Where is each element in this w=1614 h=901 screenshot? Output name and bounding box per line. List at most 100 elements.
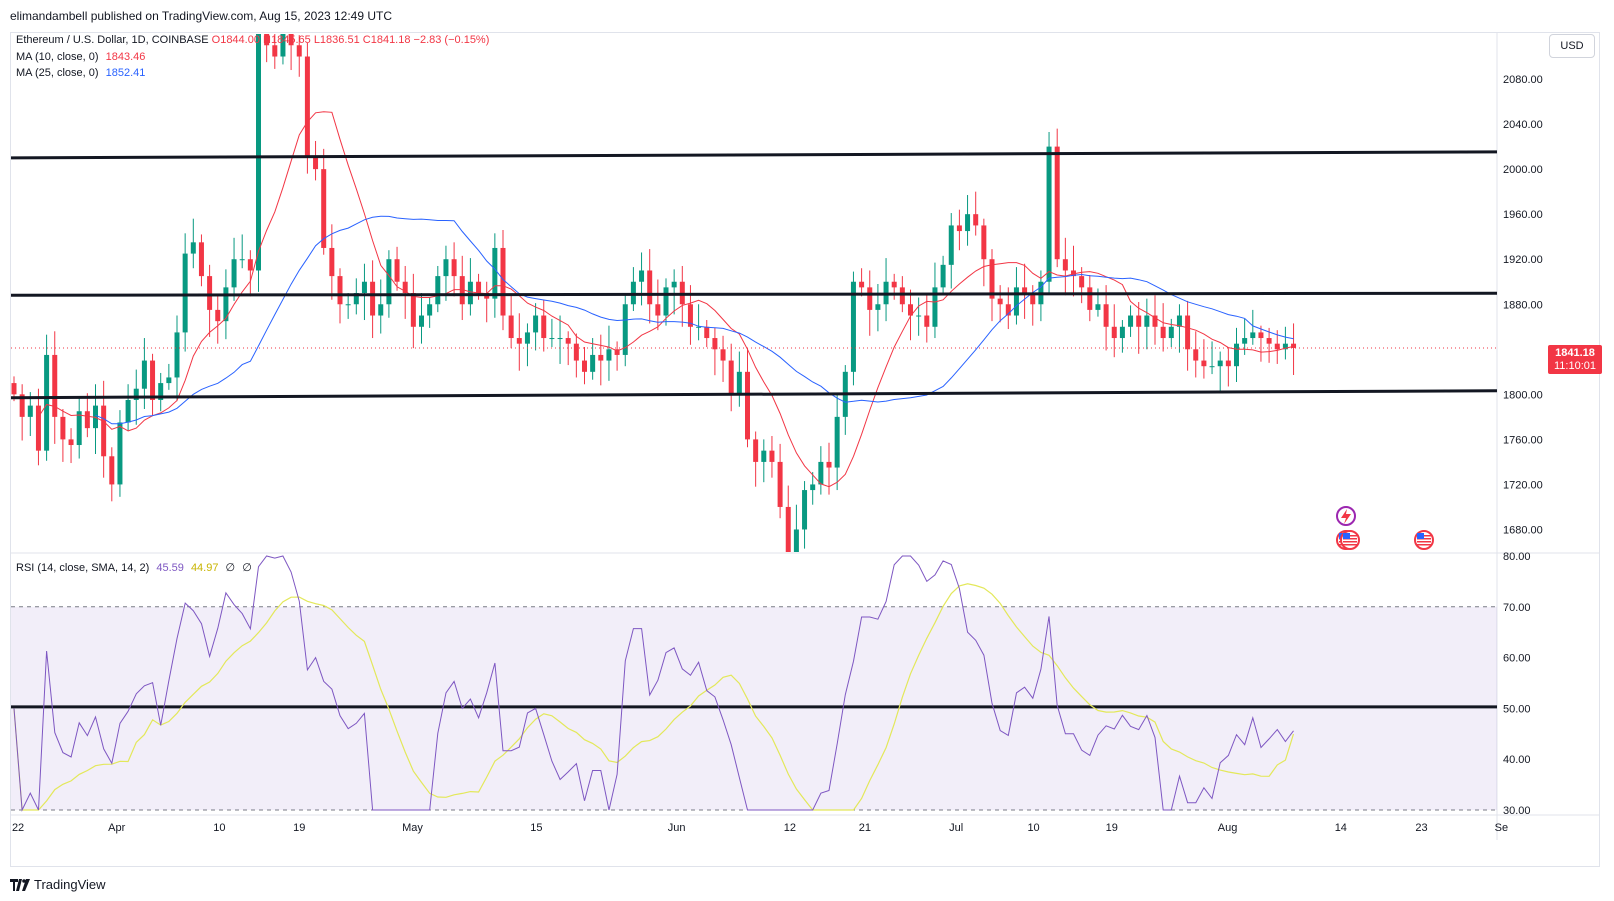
candle-body <box>60 416 66 440</box>
last-price-countdown: 11:10:01 <box>1553 360 1596 372</box>
candle-body <box>1242 338 1248 344</box>
candle-body <box>1152 315 1158 327</box>
legend-ma10-value: 1843.46 <box>105 51 146 63</box>
candle-body <box>394 259 400 282</box>
time-tick-label: Jul <box>949 822 963 834</box>
candle-body <box>1176 315 1182 327</box>
candle-body <box>304 56 310 158</box>
candle-body <box>924 315 930 327</box>
candle-body <box>965 214 971 232</box>
candle-body <box>736 371 742 395</box>
candle-body <box>1225 360 1231 367</box>
candle-body <box>1087 287 1093 310</box>
candle-body <box>1054 146 1060 260</box>
candle-body <box>508 315 514 339</box>
legend-rsi-row[interactable]: RSI (14, close, SMA, 14, 2) 45.59 44.97 … <box>16 561 252 574</box>
candle-body <box>549 338 555 340</box>
price-tick-label: 1880.00 <box>1503 299 1543 311</box>
candle-body <box>997 298 1003 305</box>
price-tick-label: 2000.00 <box>1503 164 1543 176</box>
candle-body <box>753 439 759 462</box>
ma10-line <box>38 111 1294 488</box>
legend-symbol[interactable]: Ethereum / U.S. Dollar, 1D, COINBASE <box>16 34 209 46</box>
us-economic-event-icon <box>1414 530 1434 550</box>
candle-body <box>476 281 482 293</box>
candle-body <box>769 450 775 462</box>
rsi-tick-label: 50.00 <box>1503 703 1531 715</box>
candle-body <box>867 287 873 310</box>
candle-body <box>239 259 245 261</box>
candle-body <box>378 304 384 316</box>
candle-body <box>614 349 620 355</box>
price-grid <box>10 32 1600 840</box>
candle-body <box>712 338 718 350</box>
rsi-band <box>11 606 1497 811</box>
candle-body <box>467 281 473 305</box>
time-tick-label: 14 <box>1335 822 1347 834</box>
price-tick-label: 1960.00 <box>1503 209 1543 221</box>
candle-body <box>27 405 33 417</box>
candle-body <box>1030 293 1036 305</box>
candle-body <box>696 326 702 328</box>
time-tick-label: Jun <box>668 822 686 834</box>
candle-body <box>557 338 563 340</box>
candle-body <box>810 484 816 491</box>
legend-high: H1845.65 <box>263 34 311 46</box>
candle-body <box>1193 349 1199 361</box>
candle-body <box>1234 343 1239 367</box>
tradingview-footer[interactable]: TradingView <box>10 877 106 892</box>
legend-ma25-label: MA (25, close, 0) <box>16 67 99 79</box>
ma25-line <box>95 215 1294 425</box>
legend-close: C1841.18 <box>362 34 411 46</box>
candle-body <box>117 422 123 485</box>
candle-body <box>337 276 343 305</box>
candle-body <box>940 264 946 288</box>
currency-button[interactable]: USD <box>1549 34 1595 58</box>
candle-body <box>1250 332 1256 339</box>
candle-body <box>802 490 808 530</box>
candle-body <box>834 416 840 468</box>
candle-body <box>1258 332 1264 339</box>
candle-body <box>296 45 302 57</box>
candle-body <box>427 304 433 316</box>
candle-body <box>223 287 229 322</box>
candle-body <box>44 354 50 451</box>
legend-ma10-row[interactable]: MA (10, close, 0) 1843.46 <box>16 51 145 63</box>
candle-body <box>720 349 726 361</box>
candle-body <box>728 360 734 395</box>
candle-body <box>565 338 571 344</box>
rsi-tick-label: 30.00 <box>1503 805 1531 817</box>
legend-ma10-label: MA (10, close, 0) <box>16 51 99 63</box>
candle-body <box>1119 326 1125 339</box>
candle-body <box>761 450 767 462</box>
candle-body <box>370 281 376 316</box>
candle-body <box>35 405 41 451</box>
candle-body <box>451 259 457 277</box>
us-economic-event-icon <box>1340 530 1360 550</box>
candle-body <box>590 354 596 372</box>
candle-body <box>1266 338 1272 344</box>
candle-body <box>818 461 824 485</box>
rsi-lines <box>13 555 1295 812</box>
candle-body <box>272 45 278 57</box>
candle-body <box>166 377 172 384</box>
candle-body <box>687 304 693 327</box>
candle-body <box>264 34 270 46</box>
rsi-tick-label: 80.00 <box>1503 551 1531 563</box>
legend-ma25-row[interactable]: MA (25, close, 0) 1852.41 <box>16 67 145 79</box>
candle-body <box>1013 287 1019 316</box>
candle-body <box>141 360 147 389</box>
candle-body <box>19 394 25 417</box>
candle-body <box>1291 343 1297 348</box>
candle-body <box>256 34 261 271</box>
ma-lines <box>11 111 1497 488</box>
candle-body <box>280 34 286 57</box>
candle-body <box>1103 304 1109 327</box>
time-tick-label: 22 <box>12 822 24 834</box>
candle-body <box>93 405 98 429</box>
candle-body <box>908 304 913 316</box>
candle-body <box>826 461 832 468</box>
candle-body <box>916 315 922 317</box>
time-tick-label: 10 <box>213 822 225 834</box>
